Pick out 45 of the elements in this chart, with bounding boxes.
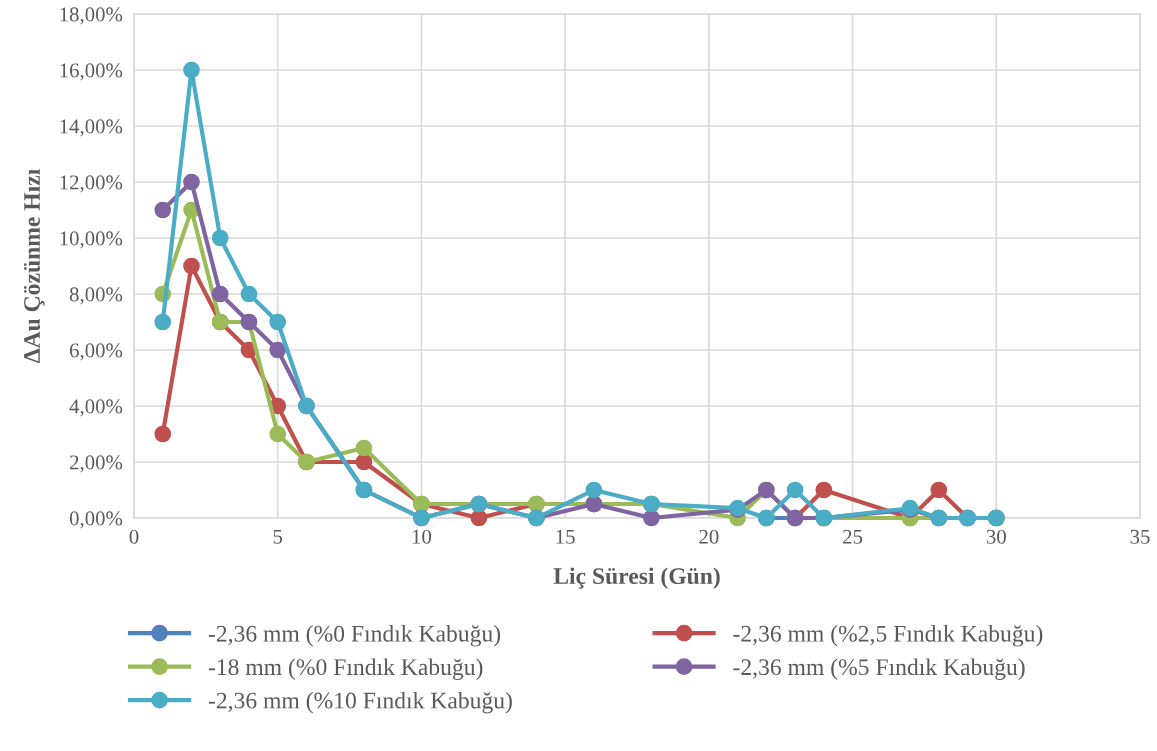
- point: [269, 425, 287, 443]
- point: [154, 313, 172, 331]
- point: [355, 439, 373, 457]
- point: [240, 285, 258, 303]
- y-tick-label: 4,00%: [69, 399, 123, 417]
- point: [183, 61, 200, 79]
- y-tick-label: 8,00%: [69, 287, 123, 305]
- point: [585, 481, 603, 499]
- point: [930, 481, 948, 499]
- legend-label: -2,36 mm (%10 Fındık Kabuğu): [208, 691, 512, 714]
- point: [211, 285, 229, 303]
- point: [183, 257, 200, 275]
- point: [269, 341, 287, 359]
- y-tick-label: 14,00%: [60, 119, 123, 137]
- y-axis-title: ΔAu Çözünme Hızı: [23, 169, 45, 363]
- point: [643, 509, 660, 527]
- y-tick-label: 6,00%: [69, 343, 123, 361]
- x-tick-label: 5: [273, 529, 283, 544]
- point: [269, 313, 287, 331]
- legend-label: -2,36 mm (%2,5 Fındık Kabuğu): [733, 625, 1043, 647]
- y-tick-label: 10,00%: [60, 231, 123, 249]
- y-tick-label: 12,00%: [60, 175, 123, 193]
- point: [211, 229, 229, 247]
- point: [786, 481, 804, 499]
- point: [470, 509, 488, 527]
- legend-label: -2,36 mm (%0 Fındık Kabuğu): [208, 625, 501, 647]
- x-tick-label: 10: [412, 529, 432, 544]
- y-tick-label: 18,00%: [60, 7, 123, 25]
- y-tick-label: 2,00%: [69, 455, 123, 473]
- point: [815, 481, 833, 499]
- x-axis-title: Liç Süresi (Gün): [553, 567, 720, 589]
- legend-label: -2,36 mm (%5 Fındık Kabuğu): [733, 658, 1025, 680]
- point: [355, 453, 373, 471]
- x-tick-label: 15: [556, 529, 575, 544]
- x-tick-label: 0: [129, 529, 139, 544]
- x-tick-label: 30: [986, 529, 1006, 544]
- point: [154, 425, 172, 443]
- y-tick-label: 16,00%: [60, 63, 123, 81]
- legend-label: -18 mm (%0 Fındık Kabuğu): [208, 658, 483, 680]
- point: [154, 201, 172, 219]
- x-tick-label: 35: [1130, 529, 1150, 544]
- x-tick-label: 20: [699, 529, 719, 544]
- x-tick-label: 25: [843, 529, 863, 544]
- point: [183, 173, 200, 191]
- y-tick-label: 0,00%: [69, 511, 123, 529]
